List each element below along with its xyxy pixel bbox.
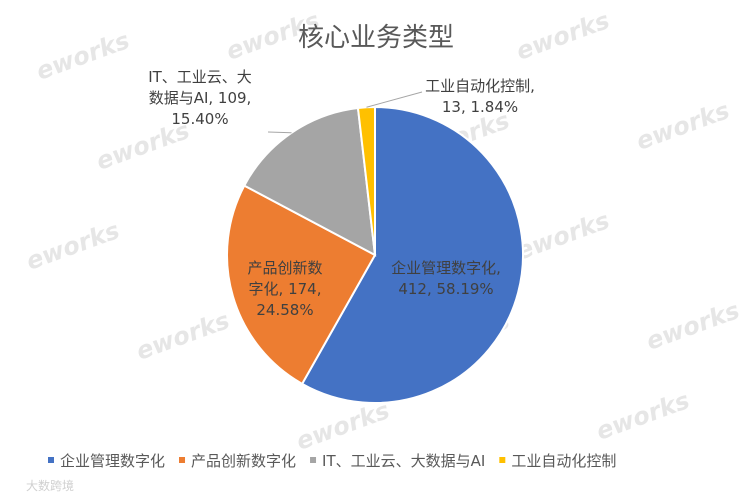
legend-swatch-it-cloud [310,457,317,463]
watermark-text: eworks [592,386,693,445]
legend-swatch-product [179,457,186,463]
data-label-it-cloud: IT、工业云、大 [148,68,252,86]
pie-slice-enterprise [300,105,524,404]
pie-slice-product [226,184,377,386]
watermark-text: eworks [32,26,133,85]
watermark-text: eworks [642,296,743,355]
legend: 企业管理数字化 产品创新数字化 IT、工业云、大数据与AI 工业自动化控制 [48,452,616,470]
legend-swatch-automation [499,457,506,463]
leader-line-automation [366,91,423,108]
data-label-automation: 13, 1.84% [442,98,518,116]
data-label-product: 24.58% [256,301,313,319]
legend-label-it-cloud: IT、工业云、大数据与AI [322,452,485,470]
watermark-text: eworks [292,396,393,455]
watermark-text: eworks [22,216,123,275]
legend-label-enterprise: 企业管理数字化 [60,452,165,470]
pie-slice-it-cloud [242,106,377,257]
data-label-product: 字化, 174, [249,280,322,298]
data-label-enterprise: 412, 58.19% [398,280,493,298]
leader-line-it-cloud [267,131,292,134]
chart-title: 核心业务类型 [298,23,454,53]
data-label-automation: 工业自动化控制, [425,77,535,95]
legend-swatch-enterprise [48,457,54,463]
watermark-text: eworks [512,206,613,265]
data-label-enterprise: 企业管理数字化, [391,259,501,277]
data-label-it-cloud: 15.40% [171,110,228,128]
data-label-it-cloud: 数据与AI, 109, [149,89,252,107]
watermark-text: eworks [512,6,613,65]
data-labels: 企业管理数字化, 412, 58.19% 产品创新数字化, 174, 24.58% IT… [148,68,535,319]
legend-label-product: 产品创新数字化 [191,452,296,470]
corner-watermark: 大数跨境 [26,478,74,493]
legend-label-automation: 工业自动化控制 [511,452,616,470]
leader-lines [267,91,423,134]
pie-slice-automation [356,105,376,256]
watermark-text: eworks [632,96,733,155]
watermark-text: eworks [132,306,233,365]
pie-slices [226,105,524,404]
data-label-product: 产品创新数 [247,259,322,277]
